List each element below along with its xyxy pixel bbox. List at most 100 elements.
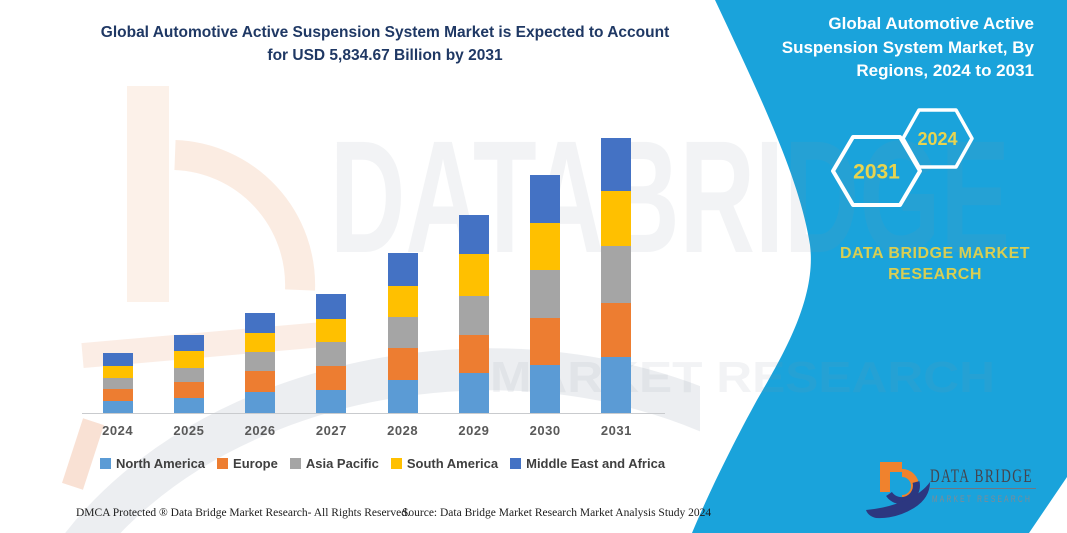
- bar-segment-2025-asia-pacific: [173, 368, 204, 382]
- bar-segment-2027-middle-east-and-africa: [316, 294, 347, 319]
- bar-segment-2028-middle-east-and-africa: [387, 253, 418, 286]
- bar-segment-2030-middle-east-and-africa: [530, 175, 561, 223]
- bar-2030: [530, 175, 561, 413]
- copyright-text: DMCA Protected ® Data Bridge Market Rese…: [76, 507, 410, 519]
- logo-swoosh: [866, 482, 930, 519]
- bar-slot-2030: [510, 130, 581, 413]
- bar-2031: [601, 138, 632, 413]
- legend-item-middle-east-and-africa: Middle East and Africa: [510, 456, 665, 471]
- legend-item-europe: Europe: [217, 456, 278, 471]
- bar-slot-2026: [225, 130, 296, 413]
- bar-segment-2026-middle-east-and-africa: [245, 313, 276, 333]
- hexagon-2024-label: 2024: [917, 129, 957, 149]
- bar-segment-2025-europe: [173, 382, 204, 398]
- bar-slot-2024: [82, 130, 153, 413]
- dbmr-logo: DATA BRIDGE MARKET RESEARCH: [866, 462, 1036, 519]
- bar-2028: [387, 253, 418, 413]
- bar-2029: [458, 215, 489, 413]
- legend-swatch: [289, 458, 301, 469]
- legend-item-south-america: South America: [390, 456, 499, 471]
- logo-name: DATA BRIDGE: [930, 466, 1033, 487]
- source-text: Source: Data Bridge Market Research Mark…: [402, 507, 712, 519]
- legend-swatch: [510, 458, 522, 469]
- x-axis-labels: 2024 2025 2026 2027 2028 2029 2030 2031: [82, 423, 652, 438]
- legend-item-asia-pacific: Asia Pacific: [289, 456, 379, 471]
- bar-segment-2025-south-america: [173, 351, 204, 368]
- x-axis-label-2030: 2030: [529, 423, 561, 438]
- bar-segment-2024-north-america: [102, 401, 133, 413]
- legend: North America Europe Asia Pacific South Ame…: [70, 456, 695, 471]
- bar-segment-2028-asia-pacific: [387, 317, 418, 348]
- bar-segment-2029-europe: [458, 335, 489, 373]
- year-hexagons: 2024 2031: [831, 108, 974, 207]
- legend-swatch: [99, 458, 111, 469]
- bar-segment-2031-north-america: [601, 357, 632, 413]
- legend-label: North America: [115, 456, 206, 471]
- bar-segment-2026-north-america: [245, 392, 276, 413]
- bar-segment-2027-asia-pacific: [316, 342, 347, 366]
- bar-segment-2024-europe: [102, 389, 133, 401]
- bar-segment-2028-north-america: [387, 380, 418, 413]
- bar-segment-2026-south-america: [245, 333, 276, 352]
- bar-segment-2030-south-america: [530, 223, 561, 270]
- page-title: Global Automotive Active Suspension Syst…: [35, 21, 735, 67]
- bar-chart: [82, 130, 652, 413]
- bar-segment-2031-south-america: [601, 191, 632, 246]
- x-axis-label-2024: 2024: [102, 423, 134, 438]
- watermark-b-tail: [62, 418, 104, 490]
- bar-2025: [173, 335, 204, 413]
- watermark-b-bowl: [174, 140, 316, 291]
- x-axis-label-2027: 2027: [315, 423, 347, 438]
- bar-2027: [316, 294, 347, 413]
- x-axis-line: [82, 413, 665, 414]
- legend-label: Europe: [233, 456, 278, 471]
- bar-segment-2027-north-america: [316, 390, 347, 413]
- bar-segment-2030-europe: [530, 318, 561, 365]
- legend-swatch: [217, 458, 229, 469]
- x-axis-label-2031: 2031: [600, 423, 632, 438]
- legend-label: South America: [406, 456, 499, 471]
- bar-segment-2026-asia-pacific: [245, 352, 276, 371]
- panel-title-line1: Global Automotive Active: [828, 14, 1034, 33]
- bar-segment-2031-asia-pacific: [601, 246, 632, 303]
- legend-label: Middle East and Africa: [526, 456, 666, 471]
- hexagon-2031-label: 2031: [853, 161, 900, 184]
- legend-item-north-america: North America: [99, 456, 206, 471]
- bar-segment-2028-south-america: [387, 286, 418, 317]
- bar-segment-2030-north-america: [530, 365, 561, 413]
- bar-segment-2027-europe: [316, 366, 347, 390]
- bar-segment-2029-asia-pacific: [458, 296, 489, 335]
- bar-slot-2027: [296, 130, 367, 413]
- panel-title-line2: Suspension System Market, By: [781, 37, 1034, 57]
- panel-title: Global Automotive Active Suspension Syst…: [704, 12, 1034, 83]
- panel-shape: [692, 0, 1067, 533]
- panel-brand-line2: RESEARCH: [888, 266, 982, 283]
- x-axis-label-2028: 2028: [387, 423, 419, 438]
- bar-segment-2024-south-america: [102, 366, 133, 378]
- bar-segment-2029-north-america: [458, 373, 489, 413]
- hexagon-2031: [831, 135, 922, 207]
- bar-segment-2031-middle-east-and-africa: [601, 138, 632, 191]
- watermark-b-stem: [127, 86, 169, 302]
- bar-segment-2030-asia-pacific: [530, 270, 561, 318]
- bar-segment-2031-europe: [601, 303, 632, 357]
- bar-segment-2028-europe: [387, 348, 418, 380]
- bar-segment-2025-north-america: [173, 398, 204, 413]
- logo-b-stem: [880, 462, 902, 492]
- bar-2026: [245, 313, 276, 413]
- bar-segment-2024-middle-east-and-africa: [102, 353, 133, 366]
- page-title-line1: Global Automotive Active Suspension Syst…: [100, 24, 670, 41]
- x-axis-label-2025: 2025: [173, 423, 205, 438]
- panel-brand-line1: DATA BRIDGE MARKET: [839, 245, 1031, 262]
- x-axis-label-2026: 2026: [244, 423, 276, 438]
- bar-2024: [102, 353, 133, 413]
- bar-segment-2029-south-america: [458, 254, 489, 296]
- bar-segment-2025-middle-east-and-africa: [173, 335, 204, 351]
- legend-swatch: [390, 458, 402, 469]
- bar-segment-2027-south-america: [316, 319, 347, 342]
- bar-slot-2028: [367, 130, 438, 413]
- logo-subtitle: MARKET RESEARCH: [932, 494, 1032, 504]
- legend-label: Asia Pacific: [305, 456, 379, 471]
- bar-slot-2031: [581, 130, 652, 413]
